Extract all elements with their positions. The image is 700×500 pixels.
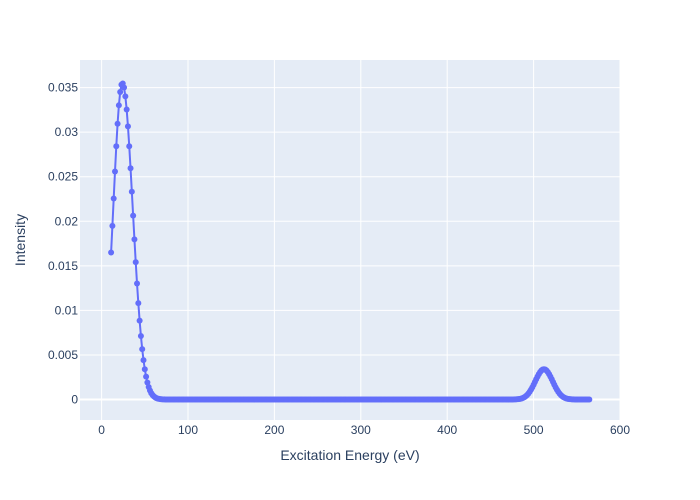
data-point <box>136 317 143 324</box>
x-axis-title: Excitation Energy (eV) <box>280 447 419 463</box>
data-point <box>114 120 121 127</box>
data-point <box>135 300 142 307</box>
data-point <box>144 379 151 386</box>
data-point <box>122 93 129 100</box>
data-point <box>139 346 146 353</box>
data-point <box>140 357 147 364</box>
data-point <box>128 188 135 195</box>
data-point <box>124 123 131 130</box>
data-point <box>123 106 130 113</box>
y-tick-label: 0 <box>71 393 78 407</box>
x-tick-label: 100 <box>178 423 198 437</box>
series-group <box>108 80 593 403</box>
data-point <box>143 373 150 380</box>
x-tick-label: 200 <box>264 423 284 437</box>
y-tick-label: 0.02 <box>55 214 79 228</box>
plot-background <box>80 60 620 420</box>
data-point <box>127 165 134 172</box>
x-tick-label: 500 <box>524 423 544 437</box>
data-point <box>121 84 128 91</box>
data-point <box>132 259 139 266</box>
x-tick-label: 300 <box>351 423 371 437</box>
data-point <box>586 396 593 403</box>
data-point <box>137 332 144 339</box>
x-tick-label: 600 <box>610 423 630 437</box>
x-tick-label: 0 <box>98 423 105 437</box>
grid-lines <box>80 60 621 420</box>
data-point <box>110 195 117 202</box>
data-point <box>113 143 120 150</box>
y-axis-title: Intensity <box>12 214 28 266</box>
data-point <box>108 249 115 256</box>
y-tick-labels: 0 0.005 0.01 0.015 0.02 0.025 0.03 0.035 <box>48 81 78 407</box>
y-tick-label: 0.005 <box>48 348 78 362</box>
data-point <box>134 280 141 287</box>
data-point <box>130 212 137 219</box>
x-tick-labels: 0 100 200 300 400 500 600 <box>98 423 630 437</box>
x-tick-label: 400 <box>437 423 457 437</box>
data-point <box>109 222 116 229</box>
y-tick-label: 0.025 <box>48 170 78 184</box>
y-tick-label: 0.035 <box>48 81 78 95</box>
data-point <box>126 143 133 150</box>
y-tick-label: 0.01 <box>55 303 79 317</box>
y-tick-label: 0.03 <box>55 125 79 139</box>
data-point <box>111 168 118 175</box>
y-tick-label: 0.015 <box>48 259 78 273</box>
data-point <box>141 366 148 373</box>
data-point <box>117 89 124 96</box>
data-point <box>131 236 138 243</box>
data-point <box>115 102 122 109</box>
